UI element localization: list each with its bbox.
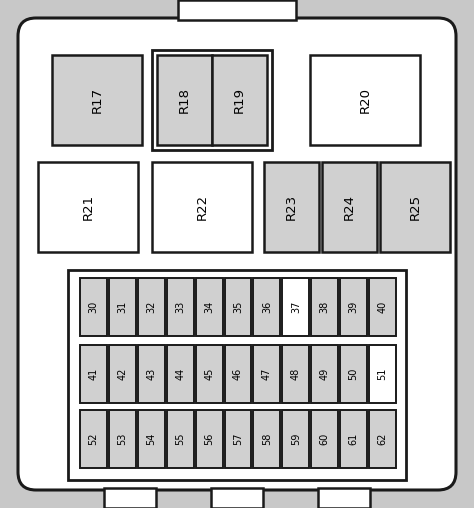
Text: 59: 59: [291, 433, 301, 445]
Text: 52: 52: [89, 433, 99, 445]
Bar: [254, 410, 280, 468]
Bar: [283, 410, 309, 468]
Bar: [283, 278, 309, 336]
Bar: [369, 410, 396, 468]
Text: R24: R24: [343, 194, 356, 220]
Bar: [225, 345, 251, 403]
Bar: [340, 345, 367, 403]
Text: 33: 33: [175, 301, 185, 313]
Text: 58: 58: [262, 433, 272, 445]
Bar: [225, 278, 251, 336]
Bar: [38, 162, 138, 252]
Text: 61: 61: [349, 433, 359, 445]
Text: 40: 40: [378, 301, 388, 313]
Text: 39: 39: [349, 301, 359, 313]
Bar: [311, 410, 338, 468]
Bar: [80, 410, 107, 468]
Text: R17: R17: [91, 87, 103, 113]
Text: R21: R21: [82, 194, 94, 220]
Bar: [138, 278, 165, 336]
Text: R20: R20: [358, 87, 372, 113]
Bar: [369, 345, 396, 403]
Text: 47: 47: [262, 368, 272, 380]
Bar: [157, 55, 212, 145]
Text: 45: 45: [204, 368, 214, 380]
Bar: [167, 278, 194, 336]
Text: 48: 48: [291, 368, 301, 380]
Bar: [225, 410, 251, 468]
FancyBboxPatch shape: [18, 18, 456, 490]
Text: 49: 49: [320, 368, 330, 380]
Text: 36: 36: [262, 301, 272, 313]
Bar: [178, 0, 296, 20]
Bar: [254, 278, 280, 336]
Text: 31: 31: [118, 301, 128, 313]
Text: 53: 53: [118, 433, 128, 445]
Bar: [340, 410, 367, 468]
Text: 34: 34: [204, 301, 214, 313]
Text: 60: 60: [320, 433, 330, 445]
Bar: [138, 345, 165, 403]
Bar: [318, 488, 370, 508]
Bar: [196, 410, 223, 468]
Bar: [109, 410, 136, 468]
Bar: [80, 345, 107, 403]
Bar: [311, 345, 338, 403]
Bar: [322, 162, 377, 252]
Bar: [109, 278, 136, 336]
Text: R23: R23: [285, 194, 298, 220]
Text: 43: 43: [146, 368, 156, 380]
Text: 54: 54: [146, 433, 156, 445]
Text: 35: 35: [233, 301, 243, 313]
Bar: [109, 345, 136, 403]
Bar: [167, 345, 194, 403]
Bar: [152, 162, 252, 252]
Bar: [212, 55, 267, 145]
Bar: [138, 410, 165, 468]
Bar: [52, 55, 142, 145]
Bar: [152, 50, 272, 150]
Text: R25: R25: [409, 194, 421, 220]
Bar: [104, 488, 156, 508]
Text: 41: 41: [89, 368, 99, 380]
Bar: [310, 55, 420, 145]
Text: R18: R18: [178, 87, 191, 113]
Text: 44: 44: [175, 368, 185, 380]
Text: 51: 51: [378, 368, 388, 380]
Text: 55: 55: [175, 433, 185, 445]
Bar: [283, 345, 309, 403]
Bar: [196, 278, 223, 336]
Text: 57: 57: [233, 433, 243, 445]
Bar: [380, 162, 450, 252]
Bar: [254, 345, 280, 403]
Bar: [369, 278, 396, 336]
Text: 30: 30: [89, 301, 99, 313]
Bar: [264, 162, 319, 252]
Text: 46: 46: [233, 368, 243, 380]
Bar: [340, 278, 367, 336]
Text: R22: R22: [195, 194, 209, 220]
Bar: [68, 270, 406, 480]
Bar: [311, 278, 338, 336]
Text: 37: 37: [291, 301, 301, 313]
Text: 50: 50: [349, 368, 359, 380]
Text: 32: 32: [146, 301, 156, 313]
Bar: [167, 410, 194, 468]
Text: 62: 62: [378, 433, 388, 445]
Bar: [80, 278, 107, 336]
Text: 38: 38: [320, 301, 330, 313]
Bar: [211, 488, 263, 508]
Text: R19: R19: [233, 87, 246, 113]
Text: 42: 42: [118, 368, 128, 380]
Bar: [196, 345, 223, 403]
Text: 56: 56: [204, 433, 214, 445]
